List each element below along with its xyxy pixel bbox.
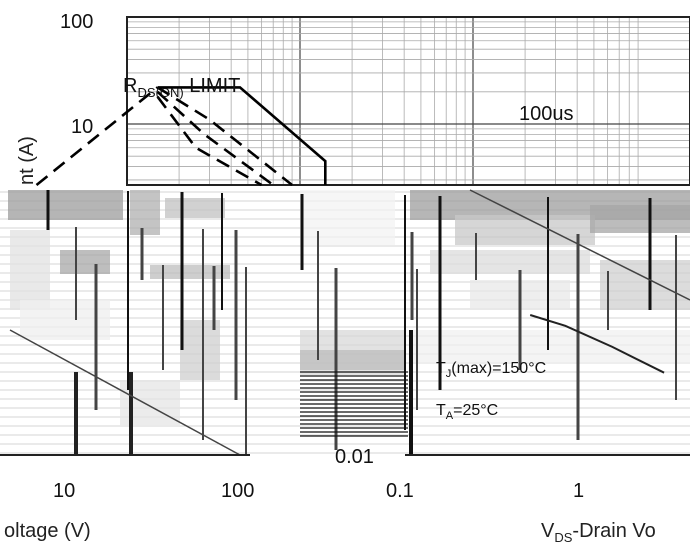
soa-series-line-3 <box>156 90 274 187</box>
glitch-diagonal <box>469 189 690 301</box>
x-tick-label-100: 100 <box>221 480 254 502</box>
glitch-block <box>590 205 690 233</box>
glitch-diagonal <box>9 329 241 456</box>
upper-grid <box>127 17 690 185</box>
upper-series-group <box>35 86 327 187</box>
glitch-block <box>130 190 160 235</box>
glitch-block <box>60 250 110 274</box>
rds-limit-annotation: RDS(ON) LIMIT <box>123 75 240 100</box>
y-tick-label-0.01: 0.01 <box>335 446 374 468</box>
soa-series-line-4 <box>156 95 263 187</box>
glitch-block <box>300 350 405 370</box>
lower-right-series-line-0 <box>529 314 665 374</box>
x-tick-label-0.1: 0.1 <box>386 480 414 502</box>
upper-y-axis-label: nt (A) <box>16 136 38 185</box>
x-tick-label-1: 1 <box>573 480 584 502</box>
upper-plot-frame <box>126 16 690 186</box>
glitch-block <box>430 250 590 274</box>
glitch-block <box>300 190 395 245</box>
glitch-block <box>10 230 50 310</box>
y-tick-label-100: 100 <box>60 11 93 33</box>
glitch-block <box>165 198 225 218</box>
lower-left-x-axis-label: oltage (V) <box>4 520 91 542</box>
ta-annotation: TA=25°C <box>436 402 498 422</box>
soa-series-line-1 <box>35 86 159 187</box>
100us-annotation: 100us <box>519 103 574 125</box>
soa-series-line-2 <box>156 86 293 187</box>
lower-left-chart: 10 100 oltage (V) <box>4 480 254 542</box>
soa-series-line-0 <box>157 86 327 185</box>
tj-max-annotation: TJ(max)=150°C <box>436 360 546 380</box>
glitch-block <box>410 330 690 364</box>
glitch-block <box>8 190 123 220</box>
upper-soa-chart: 100 10 nt (A) RDS(ON) LIMIT 100us <box>16 11 690 187</box>
lower-right-chart: 0.01 0.1 1 VDS-Drain Vo TJ(max)=150°C TA… <box>335 360 656 545</box>
lower-right-x-axis-label: VDS-Drain Vo <box>541 520 656 545</box>
y-tick-label-10: 10 <box>71 116 93 138</box>
glitch-block <box>150 265 230 279</box>
x-tick-label-10: 10 <box>53 480 75 502</box>
distorted-image-band <box>0 189 690 456</box>
